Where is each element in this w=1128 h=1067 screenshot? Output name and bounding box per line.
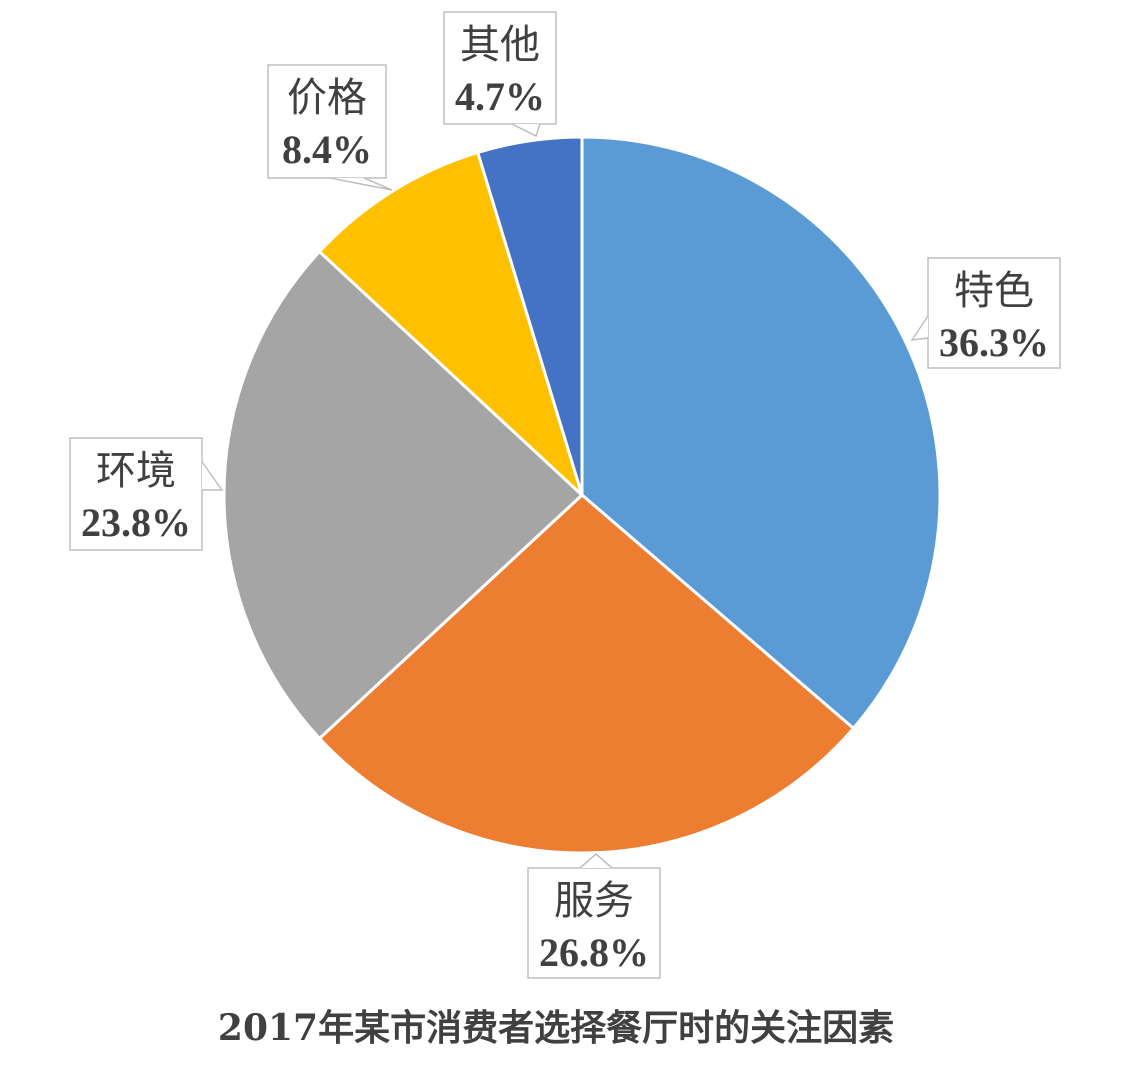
pie-slice-4: [317, 151, 584, 497]
callout-pointer: [579, 853, 613, 869]
callout-box: [69, 437, 203, 551]
pie-slice-5: [476, 135, 584, 497]
slice-value: 36.3%: [939, 320, 1049, 365]
callout-pointer: [511, 123, 541, 138]
slice-value: 26.8%: [539, 930, 649, 975]
data-label-5: 其他 4.7%: [443, 11, 557, 138]
callout-pointer: [910, 315, 929, 341]
callout-pointer-fill: [580, 854, 612, 868]
slice-label: 特色: [954, 268, 1034, 314]
slice-label: 其他: [460, 22, 540, 68]
callout-box: [527, 867, 661, 979]
callout-pointer: [329, 177, 393, 191]
data-label-2: 服务 26.8%: [527, 853, 661, 979]
pie-slice-3: [222, 250, 584, 740]
slice-label: 服务: [554, 878, 634, 924]
callout-box: [267, 64, 387, 179]
callout-box: [927, 257, 1061, 369]
slice-label: 环境: [96, 448, 176, 494]
pie-slice-2: [317, 493, 855, 855]
slice-label: 价格: [287, 75, 367, 121]
callout-pointer: [201, 461, 224, 491]
data-label-3: 环境 23.8%: [69, 437, 224, 551]
slice-value: 23.8%: [81, 500, 191, 545]
slice-value: 8.4%: [282, 127, 372, 172]
data-label-callouts: 特色 36.3% 服务 26.8% 环境 23.8% 价格 8.4% 其他 4.7%: [69, 11, 1061, 979]
slice-value: 4.7%: [455, 74, 545, 119]
pie-slices: [222, 135, 942, 855]
data-label-1: 特色 36.3%: [910, 257, 1061, 369]
pie-slice-1: [580, 135, 942, 730]
chart-title: 2017年某市消费者选择餐厅时的关注因素: [218, 1007, 894, 1049]
data-label-4: 价格 8.4%: [267, 64, 393, 191]
callout-box: [443, 11, 557, 125]
